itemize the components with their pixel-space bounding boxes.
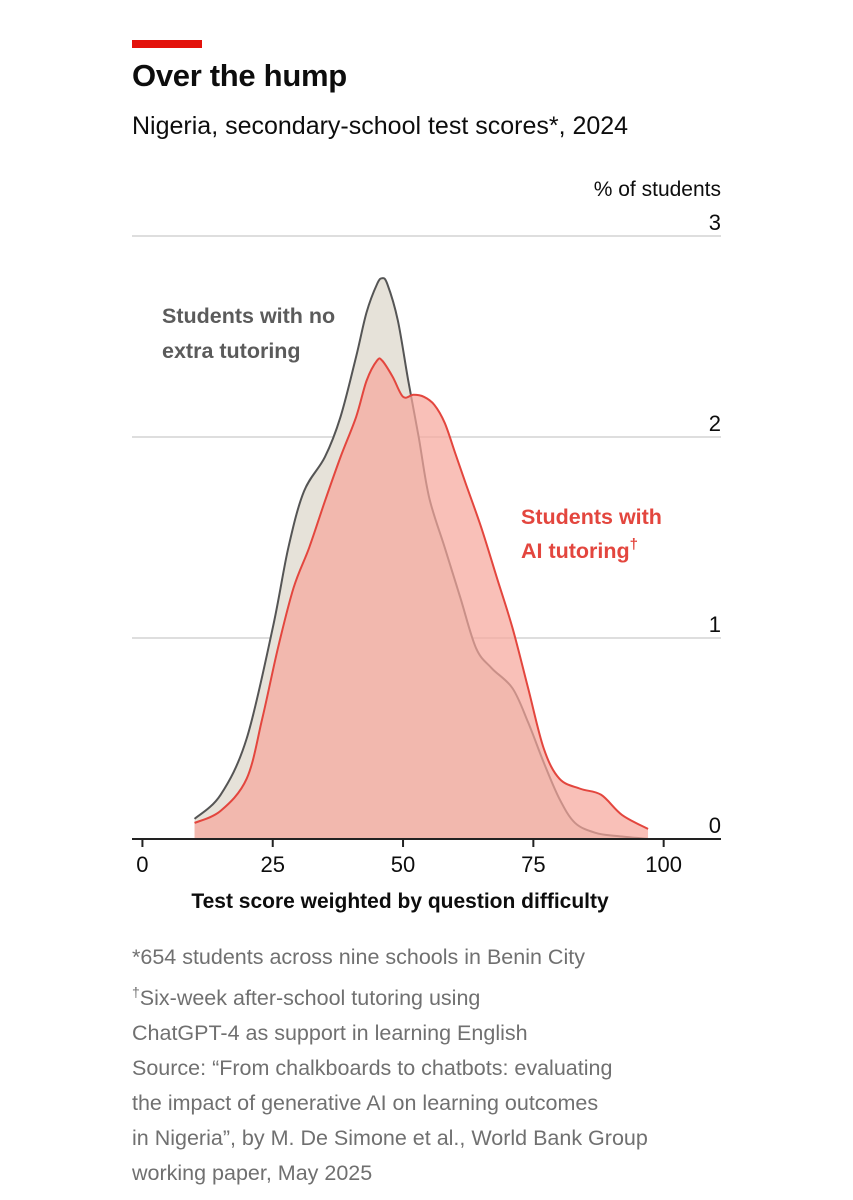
series-ai-tutoring-area: [194, 358, 649, 839]
annotation-ai-tutoring-line1: Students with: [521, 505, 662, 529]
footnote-dagger-mark: †: [132, 984, 140, 1000]
annotation-ai-tutoring: Students with AI tutoring†: [521, 505, 662, 563]
source-line: Source: “From chalkboards to chatbots: e…: [132, 1056, 613, 1080]
accent-bar: [132, 40, 202, 48]
y-tick-label: 3: [709, 210, 721, 235]
y-unit-label: % of students: [594, 178, 721, 201]
x-tick-labels: 0 25 50 75 100: [136, 852, 682, 877]
x-tick-label: 0: [136, 852, 148, 877]
annotation-ai-tutoring-text: AI tutoring: [521, 539, 630, 563]
annotation-no-tutoring-line2: extra tutoring: [162, 339, 301, 363]
annotation-no-tutoring-line1: Students with no: [162, 304, 335, 328]
series-areas: [193, 277, 649, 840]
y-tick-label: 1: [709, 612, 721, 637]
chart: % of students 0 1 2 3 0 25 50 75 100 Test score…: [132, 178, 721, 913]
x-tick-label: 50: [391, 852, 415, 877]
source-line: the impact of generative AI on learning …: [132, 1091, 599, 1115]
y-tick-label: 0: [709, 813, 721, 838]
x-axis: [132, 838, 721, 847]
x-axis-label: Test score weighted by question difficul…: [191, 890, 609, 913]
dagger-mark: †: [630, 536, 638, 553]
footnote-dagger-cont: ChatGPT-4 as support in learning English: [132, 1021, 528, 1045]
chart-subtitle: Nigeria, secondary-school test scores*, …: [132, 112, 629, 140]
footnote-dagger-text: Six-week after-school tutoring using: [139, 986, 481, 1010]
footnote-star: *654 students across nine schools in Ben…: [132, 945, 585, 969]
x-tick-label: 75: [521, 852, 545, 877]
footnotes: *654 students across nine schools in Ben…: [132, 940, 648, 1191]
x-tick-label: 100: [645, 852, 682, 877]
annotation-ai-tutoring-line2: AI tutoring†: [521, 536, 638, 563]
y-tick-labels: 0 1 2 3: [709, 210, 721, 838]
source-line: in Nigeria”, by M. De Simone et al., Wor…: [132, 1126, 648, 1150]
chart-title: Over the hump: [132, 58, 347, 93]
annotation-no-tutoring: Students with no extra tutoring: [162, 304, 335, 363]
x-tick-label: 25: [260, 852, 284, 877]
source-line: working paper, May 2025: [132, 1161, 373, 1185]
y-tick-label: 2: [709, 411, 721, 436]
series-ai-tutoring-line: [194, 357, 649, 830]
footnote-dagger: †Six-week after-school tutoring using: [132, 975, 648, 1016]
